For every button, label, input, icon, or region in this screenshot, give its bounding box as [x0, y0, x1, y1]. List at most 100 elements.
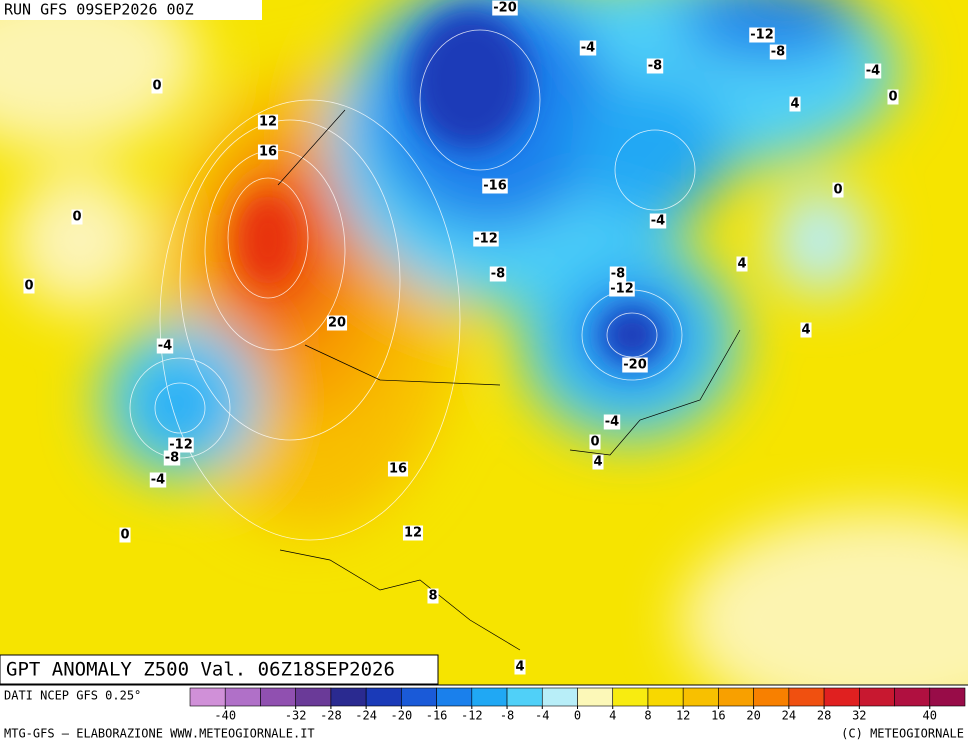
colorbar-tick-label: -20 — [391, 709, 413, 723]
colorbar-swatch — [612, 687, 649, 707]
contour-label-box — [649, 213, 667, 229]
contour-label-box — [864, 63, 882, 79]
colorbar-swatch — [224, 687, 261, 707]
colorbar-swatch — [541, 687, 578, 707]
contour-label-box — [609, 266, 627, 282]
contour-label: -16 — [483, 179, 507, 194]
contour-label-box — [592, 454, 604, 470]
colorbar-tick-label: 40 — [923, 709, 937, 723]
contour-label-box — [427, 588, 439, 604]
colorbar: -40 -32 -28 -24 -20 -16 -12 -8 -4 0 4 8 12 16 20 24 28 32… — [189, 687, 966, 723]
colorbar-swatch — [506, 687, 543, 707]
contour-label: -4 — [151, 473, 165, 488]
colorbar-tick-label: 32 — [852, 709, 866, 723]
colorbar-swatch — [788, 687, 825, 707]
colorbar-tick-label: 12 — [676, 709, 690, 723]
run-label: RUN GFS 09SEP2026 00Z — [4, 1, 194, 19]
colorbar-tick-label: 20 — [746, 709, 760, 723]
contour-label-box — [589, 434, 601, 450]
contour-label: 0 — [152, 79, 161, 94]
contour-label-box — [800, 322, 812, 338]
contour-label: 0 — [120, 528, 129, 543]
contour-label-box — [579, 40, 597, 56]
colorbar-tick-label: -40 — [214, 709, 236, 723]
colorbar-swatch — [859, 687, 895, 707]
contour-label-box — [492, 0, 518, 16]
footer-left: MTG-GFS – ELABORAZIONE WWW.METEOGIORNALE… — [4, 727, 315, 741]
contour-label: -12 — [750, 28, 774, 43]
anomaly-core — [238, 10, 662, 363]
contour-label-box — [603, 414, 621, 430]
colorbar-tick-label: -24 — [355, 709, 377, 723]
contour-label: -12 — [610, 282, 634, 297]
contour-label-box — [168, 437, 194, 453]
contour-label: -8 — [165, 451, 179, 466]
contour-label-box — [482, 178, 508, 194]
contour-label-box — [646, 58, 664, 74]
contour-label-box — [887, 89, 899, 105]
contour-label: 0 — [888, 90, 897, 105]
contour-label: 0 — [590, 435, 599, 450]
contour-label: 4 — [801, 323, 810, 338]
header-box — [0, 0, 262, 20]
colorbar-tick-label: -4 — [535, 709, 549, 723]
contour-label: 4 — [593, 455, 602, 470]
contour-label: -4 — [158, 339, 172, 354]
contour-label: 12 — [404, 526, 422, 541]
contour-label-box — [473, 231, 499, 247]
colorbar-swatch — [647, 687, 684, 707]
contour-label: -12 — [169, 438, 193, 453]
contour-label-box — [387, 461, 409, 477]
contour-label: -12 — [474, 232, 498, 247]
colorbar-tick-label: -12 — [461, 709, 483, 723]
contour-label: 4 — [515, 660, 524, 675]
contour-label: 4 — [737, 257, 746, 272]
contour-label: -20 — [623, 358, 647, 373]
footer-right: (C) METEOGIORNALE — [841, 727, 964, 741]
contour-label: 8 — [428, 589, 437, 604]
contour-label: -20 — [493, 1, 517, 16]
contour-label-box — [402, 525, 424, 541]
contour-label-box — [609, 281, 635, 297]
contour-label-box — [736, 256, 748, 272]
contour-label-box — [163, 450, 181, 466]
colorbar-tick-label: 4 — [609, 709, 616, 723]
colorbar-tick-label: -16 — [426, 709, 448, 723]
contour-label: -8 — [771, 45, 785, 60]
colorbar-tick-label: 0 — [574, 709, 581, 723]
contour-label: 20 — [328, 316, 346, 331]
contour-label-box — [326, 315, 348, 331]
contour-label-box — [832, 182, 844, 198]
contour-label-box — [769, 44, 787, 60]
contour-label: -8 — [611, 267, 625, 282]
contour-label: -4 — [605, 415, 619, 430]
contour-label-box — [151, 78, 163, 94]
contour-label-box — [257, 114, 279, 130]
colorbar-tick-label: 24 — [782, 709, 796, 723]
colorbar-swatch — [260, 687, 296, 707]
colorbar-swatch — [577, 687, 614, 707]
colorbar-swatch — [753, 687, 790, 707]
contour-label-box — [749, 27, 775, 43]
contour-label-box — [23, 278, 35, 294]
contour-label: 4 — [790, 97, 799, 112]
title-box — [0, 654, 439, 685]
colorbar-swatch — [682, 687, 719, 707]
contour-label-box — [149, 472, 167, 488]
colorbar-swatch — [718, 687, 754, 707]
contour-label: -4 — [651, 214, 665, 229]
contour-label: -4 — [581, 41, 595, 56]
contour-label-box — [156, 338, 174, 354]
contour-label-box — [514, 659, 526, 675]
colorbar-swatch — [929, 687, 966, 707]
contour-label: 16 — [259, 145, 277, 160]
colorbar-swatch — [330, 687, 367, 707]
colorbar-tick-label: 8 — [644, 709, 651, 723]
contour-label: 12 — [259, 115, 277, 130]
colorbar-tick-label: -28 — [320, 709, 342, 723]
colorbar-tick-label: 28 — [817, 709, 831, 723]
colorbar-tick-label: -32 — [285, 709, 307, 723]
colorbar-swatch — [823, 687, 860, 707]
